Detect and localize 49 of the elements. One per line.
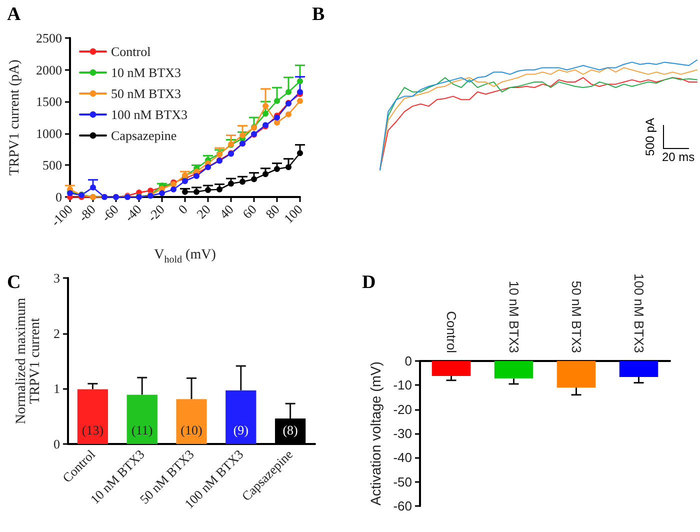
y-tick-label: -50 xyxy=(393,474,412,490)
x-tick-label: 60 xyxy=(240,202,260,222)
x-tick-label: 100 xyxy=(280,202,306,226)
legend-label: Control xyxy=(111,44,152,59)
y-tick-label: 3 xyxy=(54,270,60,286)
x-tick-label: 50 nM BTX3 xyxy=(568,280,584,353)
y-tick-label: 1500 xyxy=(36,94,62,110)
x-tick-label: Control xyxy=(444,311,459,354)
legend-label: 100 nM BTX3 xyxy=(111,107,188,122)
y-axis-title: Activation voltage (mV) xyxy=(367,362,384,506)
annotation: (8) xyxy=(282,422,298,438)
y-tick-label: 1000 xyxy=(36,126,62,141)
chart-title: C xyxy=(7,272,21,293)
x-tick-label: 20 xyxy=(194,202,214,222)
annotation: (11) xyxy=(132,422,153,438)
y-axis-title: TRPV1 current (pA) xyxy=(8,59,22,176)
chart-title: A xyxy=(7,4,21,25)
annotation: 20 ms xyxy=(662,150,695,164)
y-tick-label: -20 xyxy=(393,402,412,417)
y-axis-title: Normalized maximum TRPV1 current xyxy=(14,298,44,424)
x-tick-label: 100 nM BTX3 xyxy=(631,274,646,353)
y-tick-label: -10 xyxy=(393,378,412,393)
chart-title: B xyxy=(312,4,325,25)
y-tick-label: 500 xyxy=(42,158,62,173)
x-tick-label: 40 xyxy=(216,202,236,222)
x-tick-label: 0 xyxy=(175,202,190,217)
y-tick-label: 0 xyxy=(54,436,60,452)
chart-title: D xyxy=(362,272,376,293)
annotation: (9) xyxy=(233,422,248,438)
annotation: (13) xyxy=(82,422,104,438)
annotation: 500 pA xyxy=(643,117,657,157)
y-tick-label: 2 xyxy=(54,326,60,341)
x-tick-label: -80 xyxy=(75,202,98,225)
x-tick-label: -40 xyxy=(121,202,144,225)
y-tick-label: 0 xyxy=(56,190,62,204)
annotation: (10) xyxy=(180,422,202,438)
x-tick-label: 10 nM BTX3 xyxy=(506,280,522,353)
x-tick-label: 80 xyxy=(262,202,282,222)
y-tick-label: 1 xyxy=(54,381,60,396)
y-tick-label: 2000 xyxy=(36,62,62,78)
x-tick-label: -20 xyxy=(144,202,168,225)
legend-label: 50 nM BTX3 xyxy=(111,86,182,101)
y-tick-label: 0 xyxy=(404,354,412,368)
x-tick-label: -60 xyxy=(98,202,122,225)
legend-label: Capsazepine xyxy=(111,128,177,143)
x-tick-label: -100 xyxy=(48,202,76,230)
y-tick-label: 2500 xyxy=(36,30,62,46)
y-tick-label: -30 xyxy=(393,426,412,441)
legend-label: 10 nM BTX3 xyxy=(111,65,182,80)
